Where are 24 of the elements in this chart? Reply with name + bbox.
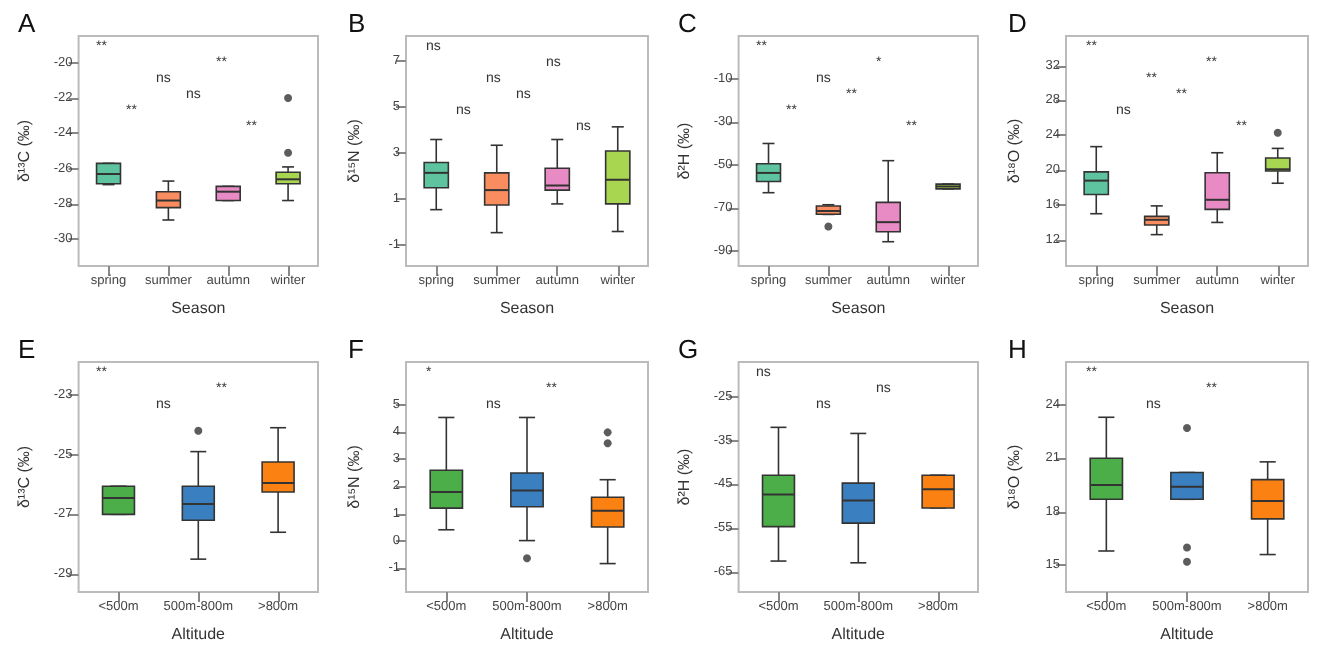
x-axis-title: Altitude [831, 625, 887, 643]
y-axis-title: δ¹⁸O (‰) [1005, 118, 1023, 184]
x-axis-title: Altitude [500, 625, 555, 643]
chart-title: H [1008, 334, 1027, 364]
chart-title: C [678, 8, 697, 38]
y-axis-title: δ²H (‰) [675, 447, 693, 506]
x-axis-title: Season [831, 299, 886, 317]
x-axis-title: Season [1159, 299, 1215, 317]
x-axis-title: Altitude [171, 625, 227, 643]
y-axis-title: δ¹³C (‰) [15, 119, 33, 183]
y-axis-title: δ²H (‰) [675, 121, 693, 180]
y-axis-title: δ¹⁵N (‰) [345, 118, 363, 183]
chart-title: A [18, 8, 36, 38]
chart-title: F [348, 334, 364, 364]
x-axis-title: Altitude [1160, 625, 1215, 643]
y-axis-title: δ¹³C (‰) [15, 445, 33, 509]
chart-title: G [678, 334, 699, 364]
x-axis-title: Season [171, 299, 226, 317]
x-axis-title: Season [499, 299, 555, 317]
y-axis-title: δ¹⁵N (‰) [345, 444, 363, 509]
chart-title: D [1008, 8, 1027, 38]
chart-title: B [348, 8, 366, 38]
chart-title: E [18, 334, 36, 364]
y-axis-title: δ¹⁸O (‰) [1005, 444, 1023, 510]
